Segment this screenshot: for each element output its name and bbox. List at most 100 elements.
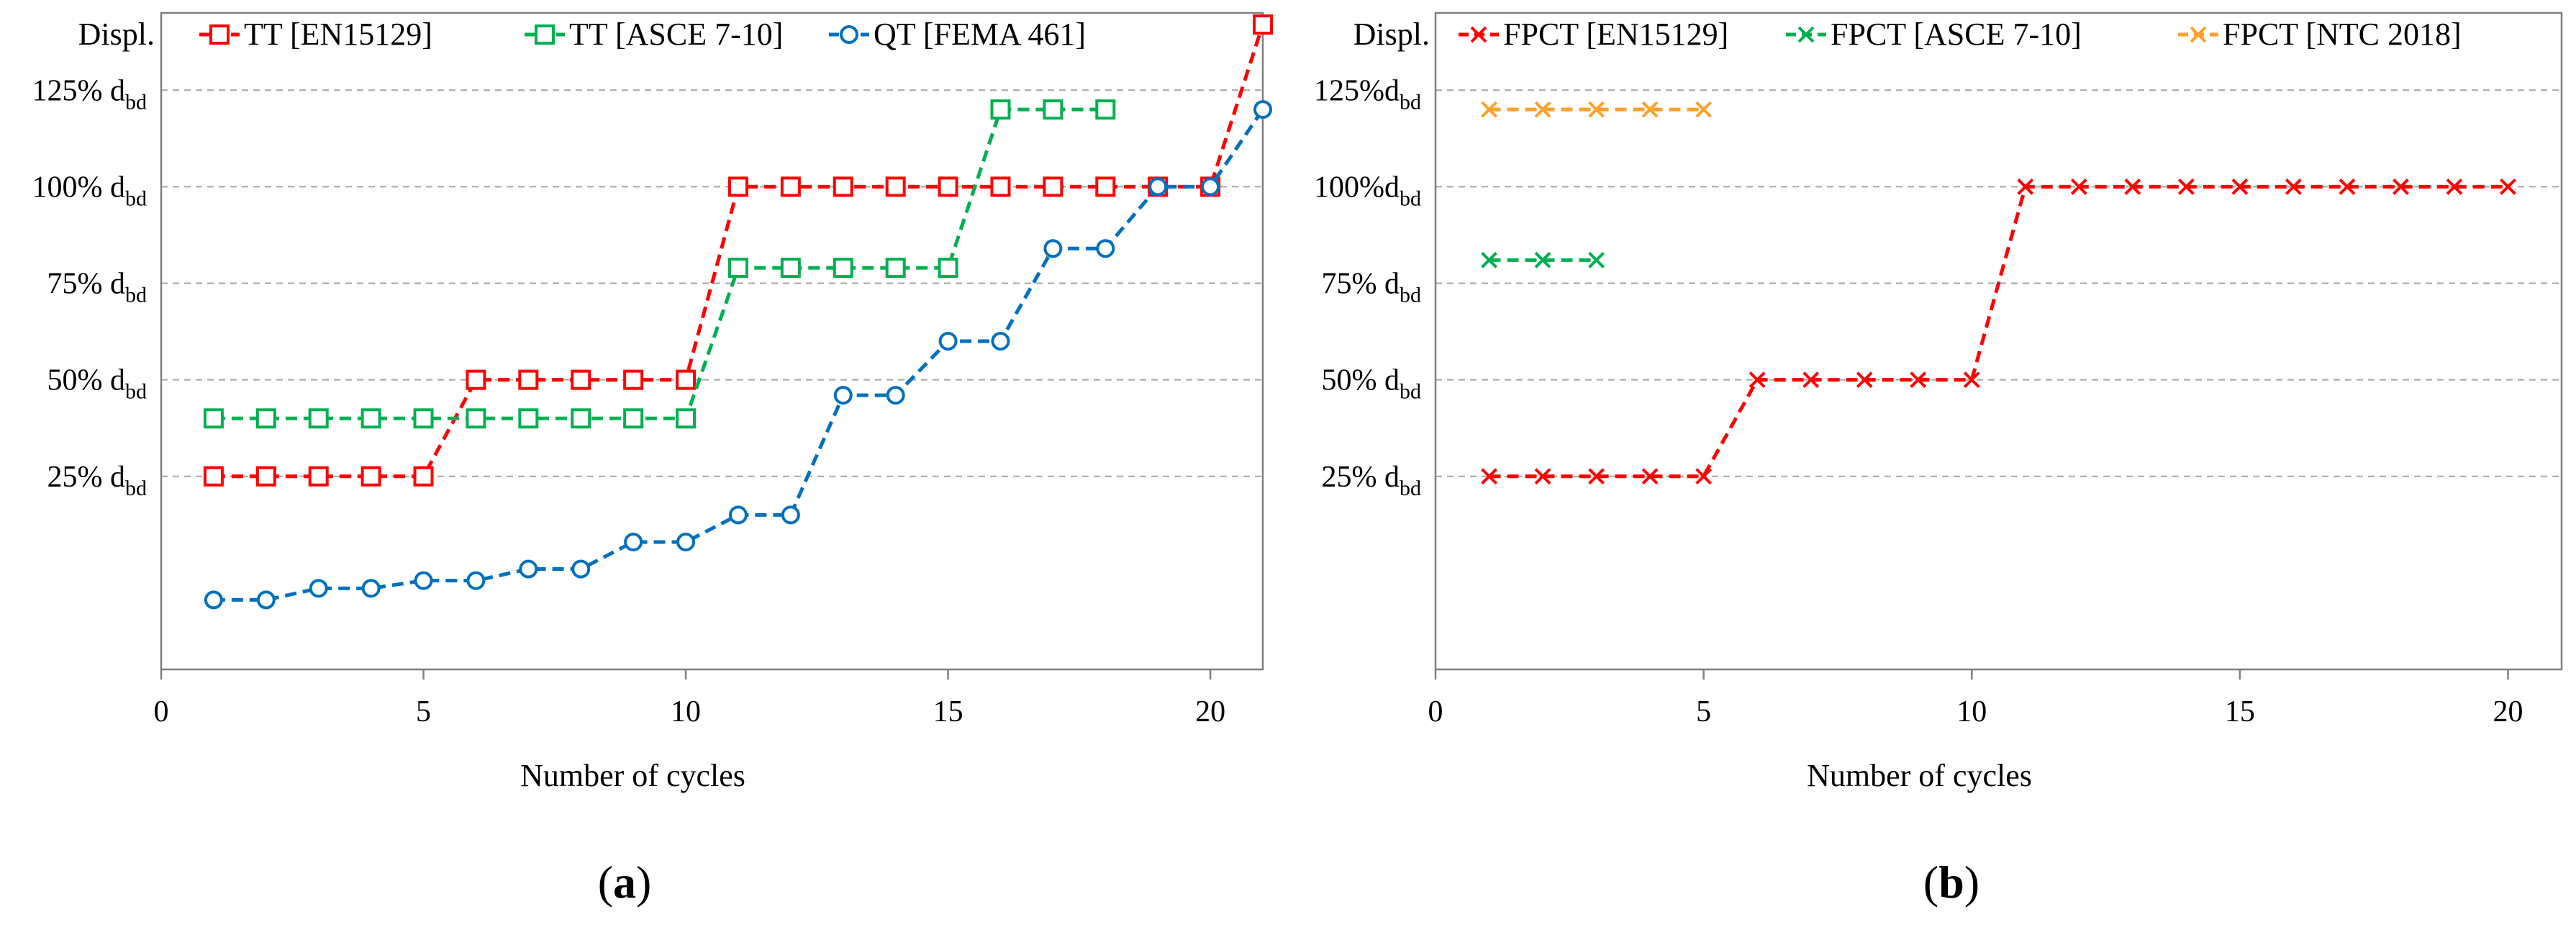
panel-a-point [676, 408, 697, 429]
panel-a-point [1043, 176, 1063, 197]
panel-a-point [727, 258, 748, 279]
panel-b-point [1963, 371, 1980, 389]
panel-a-point [676, 532, 696, 551]
panel-a-x-tick-label: 0 [154, 695, 169, 728]
panel-b-y-tick-label: 125%dbd [1314, 74, 1421, 114]
panel-b-x-axis-title: Number of cycles [1807, 758, 2032, 793]
panel-b-point [1588, 251, 1605, 268]
panel-a-point [1095, 176, 1116, 197]
panel-a-legend-entry: TT [ASCE 7-10] [525, 17, 783, 52]
panel-a-series-line-2 [213, 107, 1106, 420]
panel-b-point [1695, 468, 1713, 485]
panel-b-point [1749, 371, 1766, 389]
panel-b-legend-marker [1797, 26, 1815, 43]
panel-a-point [676, 369, 697, 390]
panel-b-legend-label: FPCT [EN15129] [1503, 17, 1728, 52]
panel-a-x-tick-label: 15 [933, 695, 963, 728]
panel-a-point [624, 532, 643, 551]
panel-b-point [2285, 178, 2302, 195]
panel-a-point [466, 571, 486, 590]
panel-b-chart: 25% dbd 50% dbd 75% dbd 100%dbd 125%dbd 0 5 10 1… [1314, 12, 2563, 908]
panel-a-point [1043, 239, 1063, 258]
panel-b-legend-entry: FPCT [NTC 2018] [2178, 17, 2462, 52]
panel-a-point [833, 176, 853, 197]
panel-b-point [1695, 101, 1713, 118]
panel-a-x-tick-label: 5 [416, 695, 431, 728]
panel-a-y-axis-title: Displ. [78, 17, 155, 52]
panel-b-plot-frame [1434, 12, 2563, 671]
panel-b-point [1481, 468, 1497, 485]
panel-b-point [2124, 178, 2141, 195]
panel-a-legend-label: QT [FEMA 461] [874, 17, 1086, 52]
panel-b-point [2500, 178, 2516, 195]
panel-a-point [623, 408, 644, 429]
panel-a-point [938, 258, 958, 279]
panel-a-point [518, 408, 539, 429]
panel-a-point [938, 332, 958, 351]
panel-b-legend-marker [2190, 26, 2207, 43]
panel-b-point [1641, 101, 1659, 118]
panel-a-point [519, 559, 538, 579]
panel-a-point [571, 559, 591, 579]
panel-a-point [204, 590, 223, 610]
panel-b-legend-marker [1470, 26, 1487, 43]
panel-a-point [571, 369, 591, 390]
panel-a-point [413, 408, 434, 429]
panel-a-legend-entry: TT [EN15129] [199, 17, 432, 52]
panel-b-point [1588, 101, 1605, 118]
panel-b-x-tick-label: 15 [2225, 695, 2255, 728]
panel-b-legend-entry: FPCT [EN15129] [1459, 17, 1728, 52]
panel-a-x-axis-title: Number of cycles [520, 758, 745, 793]
panel-a-point [728, 505, 748, 525]
panel-a-point [1201, 177, 1220, 197]
panel-a-y-tick-label: 100% dbd [32, 171, 148, 210]
panel-a-point [1043, 99, 1063, 120]
panel-a-point [1095, 99, 1116, 120]
panel-a-point [727, 176, 748, 197]
panel-a-point [990, 99, 1011, 120]
panel-b-point [2017, 178, 2034, 195]
panel-a-point [361, 579, 381, 598]
panel-a-point [938, 176, 958, 197]
panel-b-series-line-1 [1489, 184, 2508, 479]
panel-a-panel-label: (a) [598, 857, 652, 908]
panel-a-point [885, 258, 906, 279]
panel-b-legend-label: FPCT [NTC 2018] [2223, 17, 2462, 52]
panel-a-point [255, 408, 276, 429]
panel-a-point [308, 466, 329, 487]
panel-b-point [1588, 468, 1605, 485]
panel-a-point [1253, 14, 1273, 35]
panel-a-point [780, 258, 801, 279]
panel-b-point [2339, 178, 2356, 195]
panel-a-point [1096, 239, 1115, 258]
panel-b-point [1910, 371, 1927, 389]
panel-b-point [1802, 371, 1820, 389]
panel-a-legend-label: TT [ASCE 7-10] [569, 17, 783, 52]
panel-b-point [1534, 468, 1551, 485]
panel-b-y-tick-label: 75% dbd [1322, 268, 1422, 307]
panel-b-x-tick-label: 20 [2493, 695, 2523, 728]
panel-a-point [518, 369, 539, 390]
panel-b-x-tick-label: 0 [1428, 695, 1443, 728]
panel-a-plot-frame [160, 12, 1264, 671]
panel-a-point [1148, 177, 1168, 197]
panel-a-point [255, 466, 276, 487]
panel-a-point [623, 369, 644, 390]
panel-a-y-tick-label: 75% dbd [47, 268, 148, 307]
panel-a-point [203, 408, 224, 429]
panel-b-y-tick-label: 25% dbd [1322, 461, 1422, 500]
panel-a-chart: 25% dbd 50% dbd 75% dbd 100% dbd 125% dbd 0 5 1… [32, 12, 1273, 908]
panel-b-point [1534, 101, 1551, 118]
panel-b-y-tick-label: 50% dbd [1322, 364, 1422, 404]
panel-a-point [833, 386, 853, 405]
panel-a-x-tick-label: 10 [671, 695, 701, 728]
panel-b-panel-label: (b) [1923, 857, 1979, 908]
panel-b-x-tick-label: 10 [1956, 695, 1987, 728]
panel-a-legend-marker [209, 24, 230, 45]
panel-b-point [2393, 178, 2409, 195]
panel-a-point [886, 386, 905, 405]
panel-a-point [780, 176, 801, 197]
panel-b-x-tick-label: 5 [1696, 695, 1711, 728]
panel-b-legend-entry: FPCT [ASCE 7-10] [1786, 17, 2082, 52]
